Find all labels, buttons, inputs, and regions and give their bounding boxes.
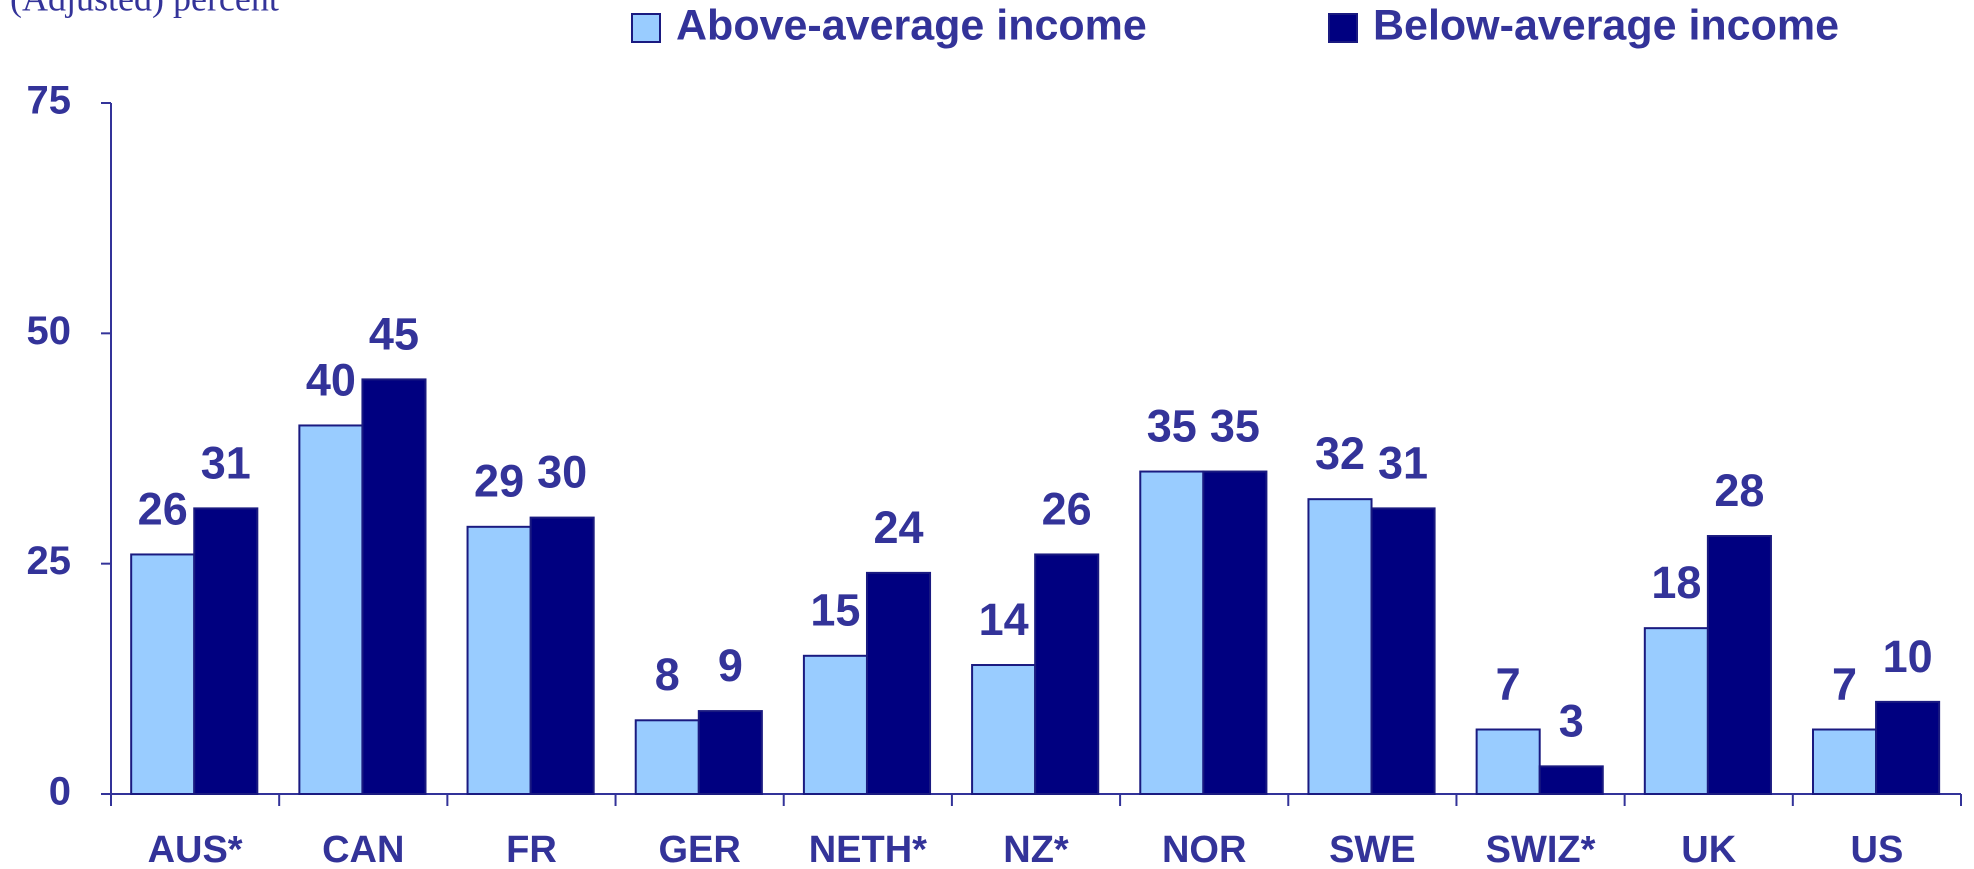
x-tick-label: FR (506, 829, 557, 869)
data-label: 18 (1651, 557, 1701, 608)
bar (634, 719, 700, 795)
bar (193, 507, 259, 795)
x-tick-label: NZ* (1003, 829, 1069, 869)
bar (1475, 728, 1541, 795)
data-label: 26 (1042, 483, 1092, 534)
y-tick-label: 75 (27, 79, 72, 123)
bar (1139, 470, 1205, 795)
data-label: 7 (1496, 658, 1521, 709)
bar (1202, 470, 1268, 795)
data-label: 35 (1147, 400, 1197, 451)
data-label: 9 (718, 640, 743, 691)
data-label: 45 (369, 308, 419, 359)
data-label: 8 (655, 649, 680, 700)
legend-label: Below-average income (1373, 1, 1839, 49)
legend-label: Above-average income (676, 1, 1147, 49)
y-axis-label: (Adjusted) percent (10, 0, 279, 18)
data-label: 24 (873, 502, 923, 553)
x-tick-label: NETH* (809, 829, 927, 869)
bar (1034, 553, 1100, 795)
bar (1538, 765, 1604, 795)
bar (466, 525, 532, 796)
x-tick-label: SWIZ* (1486, 829, 1596, 869)
data-label: 10 (1883, 631, 1933, 682)
bar (802, 654, 868, 795)
bar (529, 516, 595, 795)
bar (1643, 627, 1709, 795)
y-tick-label: 25 (27, 539, 72, 583)
x-tick-label: UK (1681, 829, 1736, 869)
data-label: 7 (1832, 658, 1857, 709)
data-label: 14 (979, 594, 1029, 645)
bar (1706, 535, 1772, 795)
x-tick-label: GER (658, 829, 740, 869)
legend-swatch (1328, 13, 1358, 43)
data-label: 15 (810, 585, 860, 636)
data-label: 31 (1378, 437, 1428, 488)
x-tick-label: SWE (1329, 829, 1416, 869)
bar (971, 664, 1037, 795)
x-tick-label: AUS* (148, 829, 243, 869)
bar (1812, 728, 1878, 795)
data-label: 3 (1559, 695, 1584, 746)
data-label: 26 (138, 483, 188, 534)
y-tick-label: 50 (27, 309, 72, 353)
data-label: 32 (1315, 428, 1365, 479)
bar (697, 710, 763, 796)
data-label: 30 (537, 446, 587, 497)
bar (1307, 498, 1373, 795)
data-label: 28 (1714, 465, 1764, 516)
bar (1370, 507, 1436, 795)
bar (1875, 700, 1941, 795)
data-label: 40 (306, 354, 356, 405)
bar (130, 553, 196, 795)
data-label: 29 (474, 456, 524, 507)
x-tick-label: US (1851, 829, 1904, 869)
bar (298, 424, 364, 795)
legend-swatch (631, 13, 661, 43)
x-tick-label: NOR (1162, 829, 1246, 869)
x-tick-label: CAN (322, 829, 404, 869)
data-label: 31 (201, 437, 251, 488)
bar (865, 571, 932, 795)
y-tick-label: 0 (49, 770, 71, 814)
data-label: 35 (1210, 400, 1260, 451)
bar (361, 378, 427, 795)
